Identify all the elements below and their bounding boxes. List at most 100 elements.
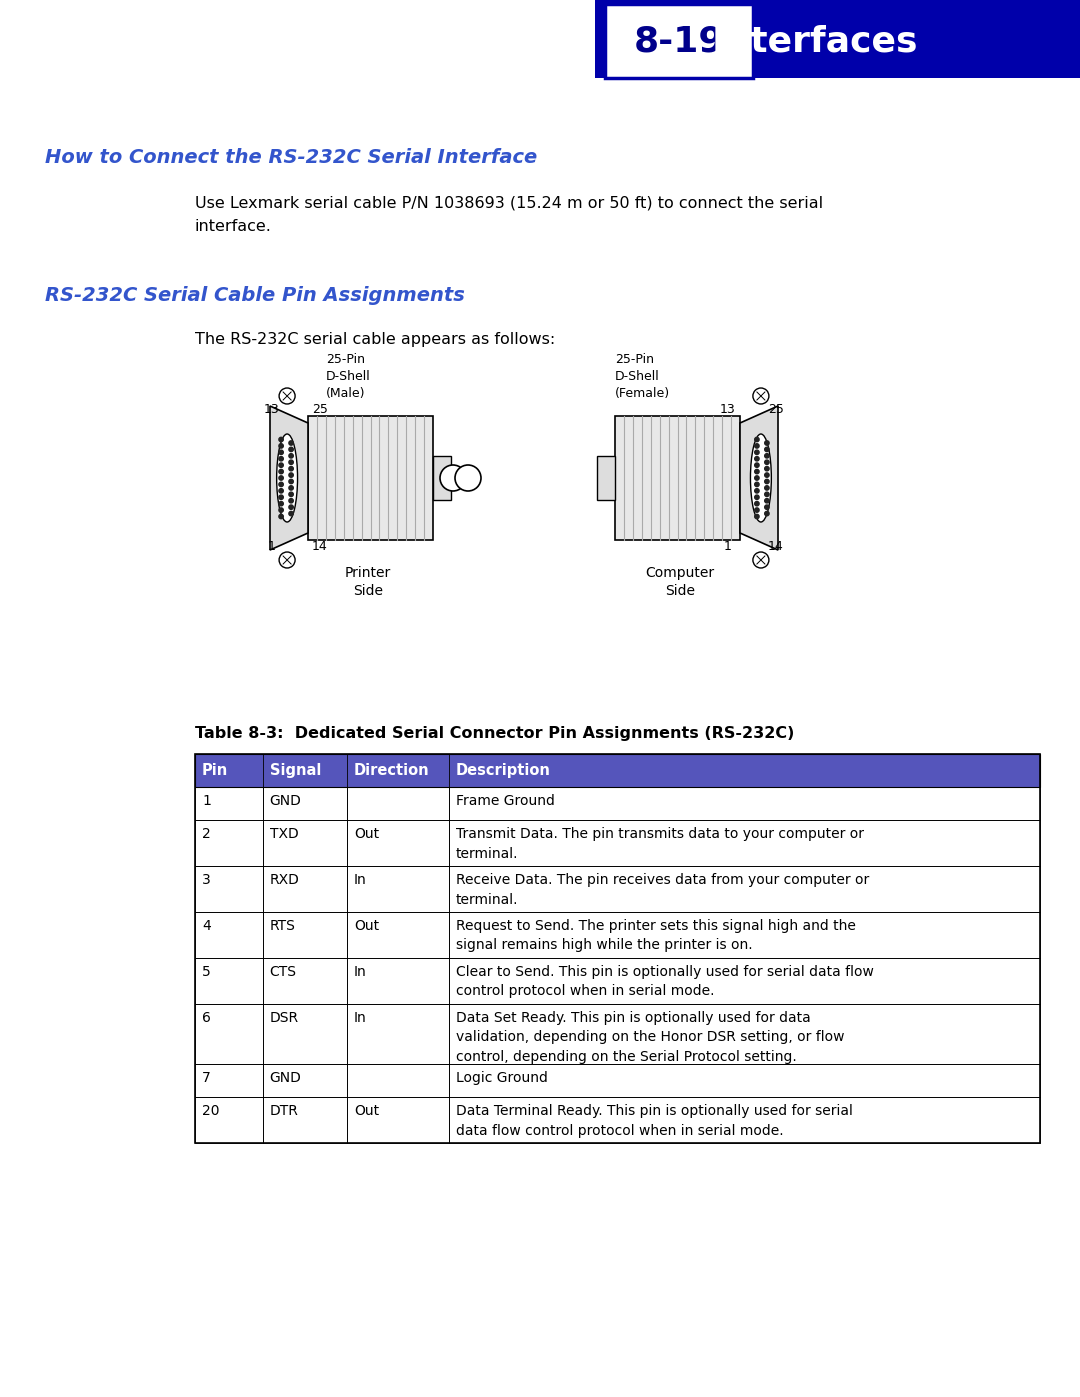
Bar [195,958,1040,1004]
Circle shape [279,502,283,506]
Bar [195,866,1040,912]
Circle shape [279,476,283,481]
Text: TXD: TXD [270,827,298,841]
Circle shape [765,460,769,464]
Bar [195,912,1040,958]
Circle shape [289,492,294,496]
Text: 2: 2 [202,827,211,841]
Bar [195,1004,1040,1065]
Text: 1: 1 [724,541,732,553]
Text: Out: Out [354,827,379,841]
Circle shape [279,462,283,468]
Circle shape [289,447,294,451]
Text: 3: 3 [202,873,211,887]
Circle shape [755,476,759,481]
Circle shape [279,450,283,454]
Circle shape [279,444,283,448]
Text: CTS: CTS [270,965,297,979]
Text: GND: GND [270,793,301,807]
Text: 7: 7 [202,1071,211,1085]
Bar [195,1065,1040,1097]
Text: Interfaces: Interfaces [712,24,918,59]
Bar [195,754,1040,787]
Circle shape [279,552,295,569]
Circle shape [289,511,294,515]
Text: 1: 1 [268,541,275,553]
Text: In: In [354,873,367,887]
Bar [195,1097,1040,1143]
Text: RTS: RTS [270,919,296,933]
Circle shape [289,467,294,471]
Circle shape [289,454,294,458]
Circle shape [279,469,283,474]
Text: 8-19: 8-19 [634,24,725,59]
Circle shape [455,465,481,490]
Circle shape [289,460,294,464]
Text: 14: 14 [312,541,328,553]
Text: Transmit Data. The pin transmits data to your computer or
terminal.: Transmit Data. The pin transmits data to… [456,827,864,861]
Circle shape [755,469,759,474]
Polygon shape [740,407,778,550]
Circle shape [765,479,769,483]
Circle shape [753,388,769,404]
Bar [195,866,1040,912]
Bar [195,787,1040,820]
Text: 25: 25 [768,402,784,416]
Circle shape [755,495,759,500]
Text: Table 8-3:  Dedicated Serial Connector Pin Assignments (RS-232C): Table 8-3: Dedicated Serial Connector Pi… [195,726,795,740]
Text: 1: 1 [202,793,211,807]
Circle shape [755,462,759,468]
Bar [195,912,1040,958]
Text: Direction: Direction [354,763,430,778]
Circle shape [765,492,769,496]
Circle shape [765,454,769,458]
Bar [597,455,615,500]
Text: 5: 5 [202,965,211,979]
Text: 25: 25 [312,402,328,416]
Circle shape [755,482,759,486]
Bar [615,416,740,541]
Circle shape [755,437,759,441]
Text: 13: 13 [265,402,280,416]
Text: GND: GND [270,1071,301,1085]
Circle shape [279,495,283,500]
Text: Use Lexmark serial cable P/N 1038693 (15.24 m or 50 ft) to connect the serial
in: Use Lexmark serial cable P/N 1038693 (15… [195,196,823,235]
Text: Pin: Pin [202,763,228,778]
Text: Data Terminal Ready. This pin is optionally used for serial
data flow control pr: Data Terminal Ready. This pin is optiona… [456,1104,852,1137]
Circle shape [289,472,294,478]
Text: DTR: DTR [270,1104,298,1118]
Circle shape [279,509,283,513]
Text: RS-232C Serial Cable Pin Assignments: RS-232C Serial Cable Pin Assignments [45,286,464,305]
Bar [195,820,1040,866]
Text: Description: Description [456,763,551,778]
Circle shape [289,499,294,503]
Circle shape [440,465,465,490]
Circle shape [765,441,769,446]
Text: 25-Pin
D-Shell
(Female): 25-Pin D-Shell (Female) [615,353,670,400]
Bar [595,0,1080,78]
Circle shape [765,486,769,490]
Text: The RS-232C serial cable appears as follows:: The RS-232C serial cable appears as foll… [195,332,555,346]
Circle shape [765,447,769,451]
Circle shape [753,552,769,569]
Text: 6: 6 [202,1011,211,1025]
Circle shape [755,502,759,506]
Bar [195,754,1040,1143]
Circle shape [279,489,283,493]
Text: 13: 13 [720,402,735,416]
Circle shape [755,514,759,518]
Text: Logic Ground: Logic Ground [456,1071,548,1085]
Text: Out: Out [354,1104,379,1118]
Circle shape [279,482,283,486]
Text: Request to Send. The printer sets this signal high and the
signal remains high w: Request to Send. The printer sets this s… [456,919,855,953]
Circle shape [755,450,759,454]
Circle shape [765,504,769,510]
Text: In: In [354,1011,367,1025]
Bar [195,1004,1040,1065]
Bar [195,754,1040,787]
Circle shape [289,486,294,490]
Ellipse shape [751,434,771,522]
Bar [195,787,1040,820]
Text: RXD: RXD [270,873,299,887]
Circle shape [755,444,759,448]
